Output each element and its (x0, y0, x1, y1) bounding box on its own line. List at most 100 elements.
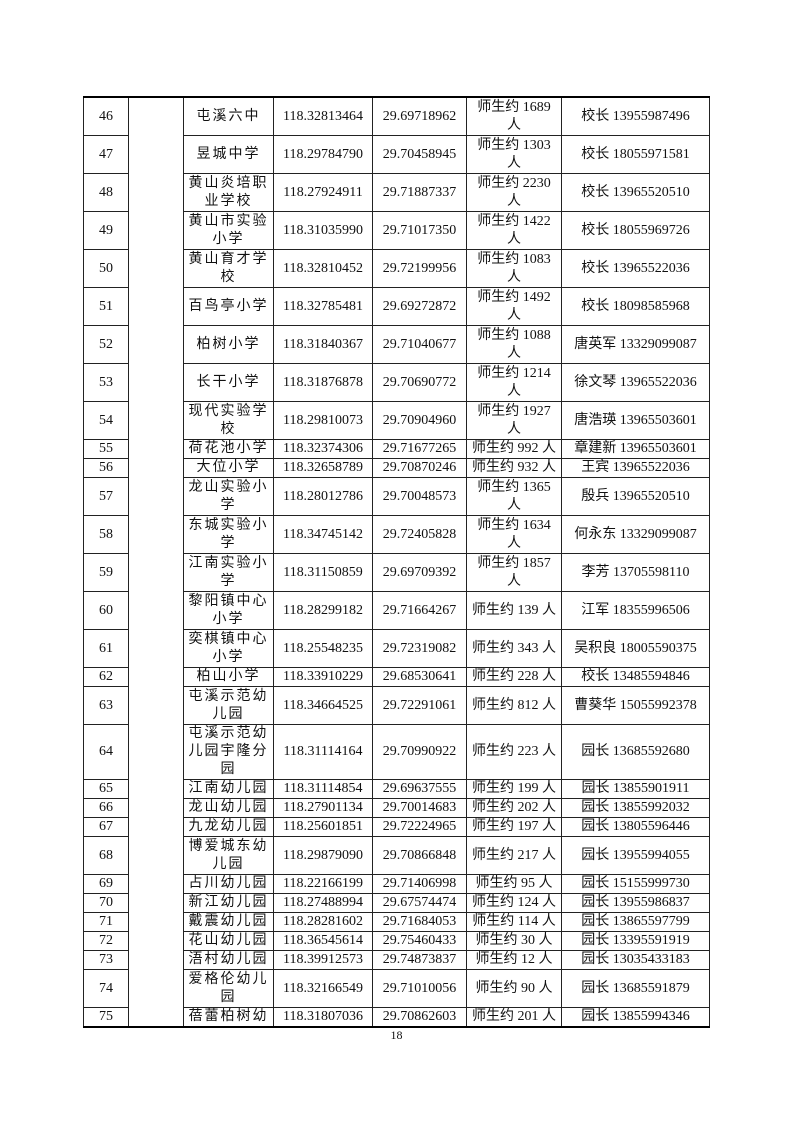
school-name: 江南幼儿园 (183, 779, 274, 799)
school-name: 龙山幼儿园 (183, 798, 274, 818)
blank-cell (128, 477, 184, 516)
table-row: 74 爱格伦幼儿园 118.32166549 29.71010056 师生约 90 人园… (83, 969, 710, 1008)
population-count: 师生约 992 人 (466, 439, 562, 459)
blank-cell (128, 686, 184, 725)
contact: 曹葵华 15055992378 (561, 686, 710, 725)
table-row: 55 荷花池小学 118.32374306 29.71677265 师生约 992 人章… (83, 439, 710, 459)
population-count: 师生约 1303 人 (466, 135, 562, 174)
longitude: 118.32374306 (273, 439, 373, 459)
contact: 王宾 13965522036 (561, 458, 710, 478)
table-row: 53 长干小学 118.31876878 29.70690772 师生约 1214 人徐… (83, 363, 710, 402)
latitude: 29.70862603 (372, 1007, 467, 1028)
school-name: 爱格伦幼儿园 (183, 969, 274, 1008)
school-name: 浯村幼儿园 (183, 950, 274, 970)
longitude: 118.31114854 (273, 779, 373, 799)
contact: 校长 13955987496 (561, 96, 710, 136)
school-name: 黄山市实验小学 (183, 211, 274, 250)
school-name: 博爱城东幼儿园 (183, 836, 274, 875)
longitude: 118.32658789 (273, 458, 373, 478)
school-name: 长干小学 (183, 363, 274, 402)
table-row: 52 柏树小学 118.31840367 29.71040677 师生约 1088 人唐… (83, 325, 710, 364)
latitude: 29.70904960 (372, 401, 467, 440)
table-row: 58 东城实验小学 118.34745142 29.72405828 师生约 1634 … (83, 515, 710, 554)
school-name: 花山幼儿园 (183, 931, 274, 951)
row-number: 47 (83, 135, 129, 174)
school-name: 龙山实验小学 (183, 477, 274, 516)
blank-cell (128, 211, 184, 250)
population-count: 师生约 114 人 (466, 912, 562, 932)
row-number: 69 (83, 874, 129, 894)
contact: 园长 13855994346 (561, 1007, 710, 1028)
contact: 园长 13855901911 (561, 779, 710, 799)
population-count: 师生约 1492 人 (466, 287, 562, 326)
longitude: 118.32810452 (273, 249, 373, 288)
table-row: 72 花山幼儿园 118.36545614 29.75460433 师生约 30 人园长… (83, 931, 710, 951)
blank-cell (128, 173, 184, 212)
row-number: 66 (83, 798, 129, 818)
longitude: 118.32813464 (273, 96, 373, 136)
latitude: 29.70990922 (372, 724, 467, 780)
table-row: 61 奕棋镇中心小学 118.25548235 29.72319082 师生约 343 … (83, 629, 710, 668)
population-count: 师生约 199 人 (466, 779, 562, 799)
latitude: 29.72405828 (372, 515, 467, 554)
table-row: 64 屯溪示范幼儿园宇隆分园 118.31114164 29.70990922 师生约 … (83, 724, 710, 780)
contact: 章建新 13965503601 (561, 439, 710, 459)
latitude: 29.72291061 (372, 686, 467, 725)
school-name: 柏树小学 (183, 325, 274, 364)
contact: 何永东 13329099087 (561, 515, 710, 554)
row-number: 68 (83, 836, 129, 875)
contact: 园长 13805596446 (561, 817, 710, 837)
population-count: 师生约 30 人 (466, 931, 562, 951)
population-count: 师生约 1634 人 (466, 515, 562, 554)
table-row: 65 江南幼儿园 118.31114854 29.69637555 师生约 199 人园… (83, 779, 710, 799)
contact: 园长 13855992032 (561, 798, 710, 818)
table-row: 63 屯溪示范幼儿园 118.34664525 29.72291061 师生约 812 … (83, 686, 710, 725)
row-number: 59 (83, 553, 129, 592)
page-number: 18 (390, 1028, 403, 1042)
latitude: 29.71677265 (372, 439, 467, 459)
population-count: 师生约 217 人 (466, 836, 562, 875)
contact: 园长 13955986837 (561, 893, 710, 913)
blank-cell (128, 912, 184, 932)
contact: 园长 13395591919 (561, 931, 710, 951)
table-row: 66 龙山幼儿园 118.27901134 29.70014683 师生约 202 人园… (83, 798, 710, 818)
longitude: 118.31114164 (273, 724, 373, 780)
table-row: 48 黄山炎培职业学校 118.27924911 29.71887337 师生约 223… (83, 173, 710, 212)
population-count: 师生约 139 人 (466, 591, 562, 630)
population-count: 师生约 197 人 (466, 817, 562, 837)
longitude: 118.27901134 (273, 798, 373, 818)
row-number: 49 (83, 211, 129, 250)
row-number: 55 (83, 439, 129, 459)
latitude: 29.72199956 (372, 249, 467, 288)
blank-cell (128, 1007, 184, 1027)
contact: 校长 13965520510 (561, 173, 710, 212)
blank-cell (128, 667, 184, 687)
contact: 校长 18055969726 (561, 211, 710, 250)
school-name: 戴震幼儿园 (183, 912, 274, 932)
longitude: 118.31035990 (273, 211, 373, 250)
longitude: 118.27488994 (273, 893, 373, 913)
population-count: 师生约 932 人 (466, 458, 562, 478)
blank-cell (128, 249, 184, 288)
population-count: 师生约 202 人 (466, 798, 562, 818)
blank-cell (128, 836, 184, 875)
latitude: 29.69718962 (372, 96, 467, 136)
school-name: 现代实验学校 (183, 401, 274, 440)
blank-cell (128, 779, 184, 799)
school-name: 黄山育才学校 (183, 249, 274, 288)
row-number: 60 (83, 591, 129, 630)
row-number: 75 (83, 1007, 129, 1028)
population-count: 师生约 1422 人 (466, 211, 562, 250)
blank-cell (128, 724, 184, 780)
school-name: 江南实验小学 (183, 553, 274, 592)
school-name: 荷花池小学 (183, 439, 274, 459)
contact: 校长 18098585968 (561, 287, 710, 326)
row-number: 72 (83, 931, 129, 951)
table-row: 47 昱城中学 118.29784790 29.70458945 师生约 1303 人校… (83, 135, 710, 174)
school-name: 屯溪示范幼儿园 (183, 686, 274, 725)
school-name: 新江幼儿园 (183, 893, 274, 913)
row-number: 71 (83, 912, 129, 932)
school-name: 柏山小学 (183, 667, 274, 687)
longitude: 118.25548235 (273, 629, 373, 668)
longitude: 118.33910229 (273, 667, 373, 687)
